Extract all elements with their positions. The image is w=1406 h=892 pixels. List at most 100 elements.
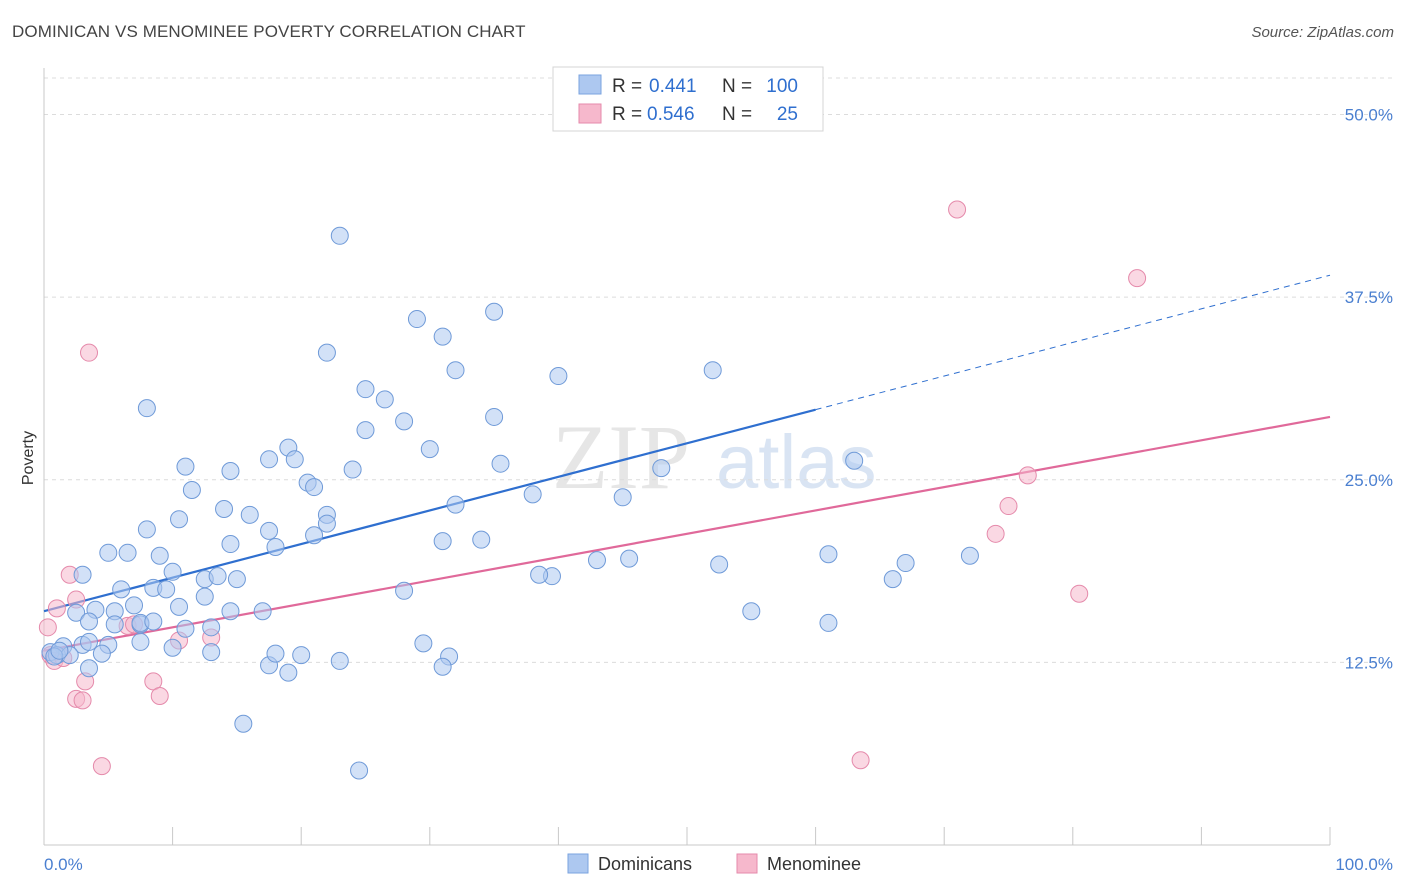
data-point-dominicans <box>292 646 311 665</box>
data-point-dominicans <box>433 532 452 551</box>
axes <box>43 68 1331 846</box>
stats-n-value-2: 25 <box>777 104 798 125</box>
stats-r-value-2: 0.546 <box>647 104 695 125</box>
data-point-dominicans <box>819 545 838 564</box>
data-point-dominicans <box>202 643 221 662</box>
data-point-dominicans <box>742 602 761 621</box>
stats-swatch-pink <box>578 103 602 124</box>
chart-title: DOMINICAN VS MENOMINEE POVERTY CORRELATI… <box>12 22 526 41</box>
data-point-dominicans <box>202 618 221 637</box>
data-point-dominicans <box>163 638 182 657</box>
data-point-dominicans <box>485 302 504 321</box>
data-point-menominee <box>73 691 92 710</box>
data-point-dominicans <box>176 457 195 476</box>
y-tick-label: 37.5% <box>1345 288 1393 307</box>
legend-label-menominee: Menominee <box>767 854 861 874</box>
data-point-dominicans <box>137 520 156 539</box>
data-point-dominicans <box>414 634 433 653</box>
data-point-dominicans <box>112 580 131 599</box>
data-point-dominicans <box>613 488 632 507</box>
data-point-dominicans <box>446 495 465 514</box>
stats-n-label-1: N = <box>722 76 752 97</box>
data-point-menominee <box>38 618 57 637</box>
data-point-dominicans <box>150 546 169 565</box>
y-tick-label: 50.0% <box>1345 106 1393 125</box>
data-point-dominicans <box>845 451 864 470</box>
data-point-dominicans <box>227 570 246 589</box>
data-point-menominee <box>80 343 99 362</box>
source-credit[interactable]: Source: ZipAtlas.com <box>1251 24 1394 41</box>
data-point-dominicans <box>67 603 86 622</box>
data-point-dominicans <box>652 459 671 478</box>
data-point-dominicans <box>620 549 639 568</box>
data-point-dominicans <box>549 367 568 386</box>
data-point-dominicans <box>170 597 189 616</box>
stats-r-label-1: R = <box>612 76 642 97</box>
data-point-dominicans <box>356 380 375 399</box>
bottom-legend: Dominicans Menominee <box>567 853 861 874</box>
data-point-dominicans <box>491 454 510 473</box>
data-point-menominee <box>47 599 66 618</box>
data-point-dominicans <box>157 580 176 599</box>
data-point-dominicans <box>163 562 182 581</box>
data-point-dominicans <box>73 565 92 584</box>
y-tick-labels: 12.5% 25.0% 37.5% 50.0% <box>1345 106 1393 673</box>
data-point-dominicans <box>343 460 362 479</box>
data-point-dominicans <box>472 530 491 549</box>
legend-label-dominicans: Dominicans <box>598 854 692 874</box>
data-point-dominicans <box>710 555 729 574</box>
data-point-dominicans <box>266 537 285 556</box>
data-point-dominicans <box>883 570 902 589</box>
data-point-dominicans <box>176 619 195 638</box>
data-point-dominicans <box>144 612 163 631</box>
data-point-menominee <box>1018 466 1037 485</box>
data-point-dominicans <box>221 461 240 480</box>
data-point-dominicans <box>260 521 279 540</box>
data-point-dominicans <box>433 327 452 346</box>
stats-swatch-blue <box>578 74 602 95</box>
data-point-dominicans <box>170 510 189 529</box>
data-point-dominicans <box>182 480 201 499</box>
data-point-dominicans <box>395 412 414 431</box>
data-point-dominicans <box>105 615 124 634</box>
data-point-dominicans <box>99 543 118 562</box>
data-point-menominee <box>92 757 111 776</box>
data-point-dominicans <box>330 651 349 670</box>
data-point-dominicans <box>330 226 349 245</box>
data-point-dominicans <box>587 551 606 570</box>
data-point-dominicans <box>260 450 279 469</box>
data-point-dominicans <box>279 663 298 682</box>
data-point-dominicans <box>446 361 465 380</box>
data-point-dominicans <box>240 505 259 524</box>
data-point-dominicans <box>137 399 156 418</box>
data-point-dominicans <box>221 535 240 554</box>
data-point-dominicans <box>317 514 336 533</box>
data-point-menominee <box>999 497 1018 516</box>
data-point-dominicans <box>234 714 253 733</box>
data-point-dominicans <box>407 310 426 329</box>
data-point-menominee <box>986 524 1005 543</box>
data-point-menominee <box>1070 584 1089 603</box>
data-point-dominicans <box>221 602 240 621</box>
data-point-dominicans <box>208 567 227 586</box>
data-point-dominicans <box>317 343 336 362</box>
data-point-dominicans <box>960 546 979 565</box>
data-point-dominicans <box>819 613 838 632</box>
legend-swatch-dominicans <box>567 853 589 874</box>
data-point-dominicans <box>703 361 722 380</box>
data-points <box>38 112 1147 780</box>
data-point-dominicans <box>285 450 304 469</box>
y-tick-label: 25.0% <box>1345 471 1393 490</box>
data-point-menominee <box>948 200 967 219</box>
data-point-dominicans <box>50 641 69 660</box>
data-point-dominicans <box>485 407 504 426</box>
data-point-dominicans <box>305 526 324 545</box>
data-point-dominicans <box>896 554 915 573</box>
stats-n-value-1: 100 <box>766 76 798 97</box>
stats-r-label-2: R = <box>612 104 642 125</box>
data-point-menominee <box>1128 269 1147 288</box>
legend-swatch-menominee <box>736 853 758 874</box>
data-point-dominicans <box>356 421 375 440</box>
data-point-dominicans <box>80 632 99 651</box>
data-point-dominicans <box>195 587 214 606</box>
